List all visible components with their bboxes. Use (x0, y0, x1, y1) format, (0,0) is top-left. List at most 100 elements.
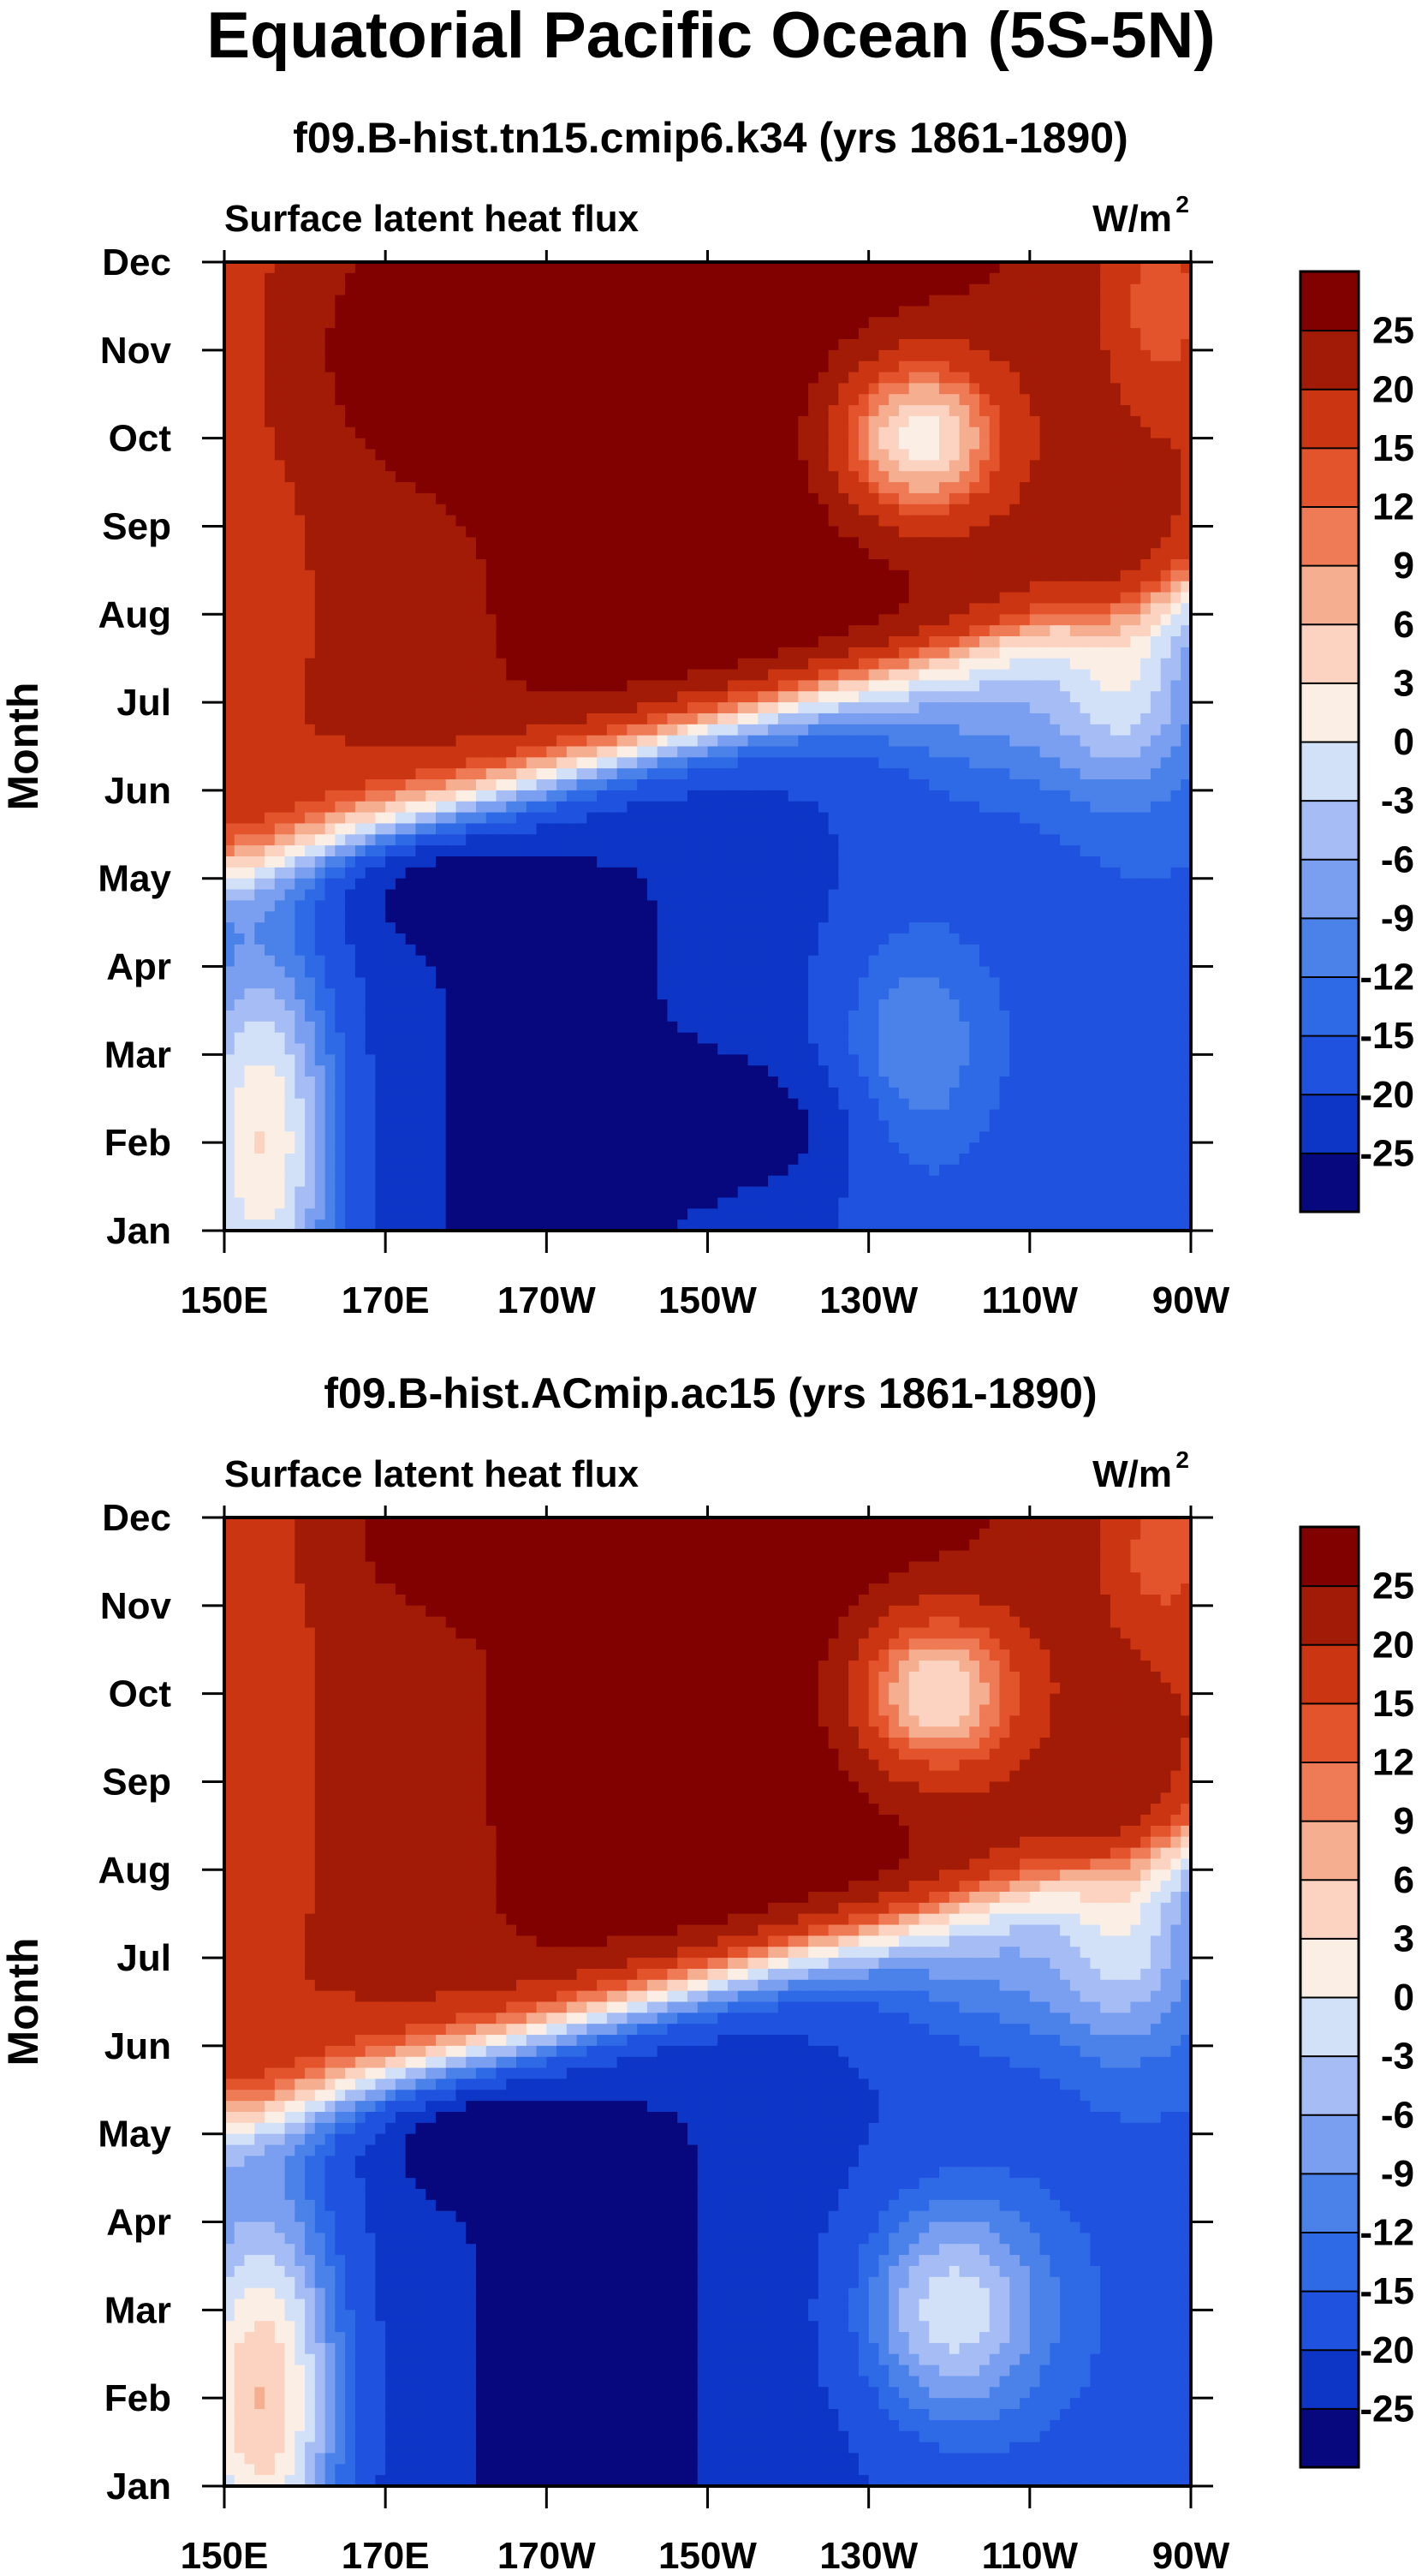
heatmap-cell (314, 658, 326, 671)
heatmap-cell (536, 526, 547, 538)
heatmap-cell (354, 625, 366, 637)
heatmap-cell (1140, 526, 1151, 538)
heatmap-cell (1120, 581, 1132, 593)
heatmap-cell (405, 415, 417, 428)
heatmap-cell (1170, 537, 1181, 549)
heatmap-cell (455, 691, 467, 703)
heatmap-cell (687, 746, 699, 758)
heatmap-cell (777, 812, 789, 825)
heatmap-cell (1080, 790, 1091, 802)
heatmap-cell (758, 569, 769, 582)
heatmap-cell (929, 713, 940, 725)
heatmap-cell (274, 515, 286, 528)
heatmap-cell (305, 272, 316, 285)
heatmap-cell (1080, 317, 1091, 329)
heatmap-cell (597, 757, 608, 769)
heatmap-cell (979, 658, 991, 671)
heatmap-cell (798, 526, 809, 538)
heatmap-cell (435, 658, 447, 671)
heatmap-cell (274, 746, 286, 758)
heatmap-cell (808, 768, 819, 780)
heatmap-cell (606, 262, 618, 274)
heatmap-cell (818, 482, 830, 494)
heatmap-cell (868, 691, 880, 703)
heatmap-cell (889, 338, 900, 351)
heatmap-cell (758, 746, 769, 758)
heatmap-cell (838, 790, 849, 802)
heatmap-cell (506, 581, 517, 593)
heatmap-cell (657, 283, 669, 296)
heatmap-cell (375, 647, 386, 659)
heatmap-cell (516, 801, 527, 814)
heatmap-cell (667, 338, 678, 351)
heatmap-cell (798, 735, 809, 748)
heatmap-cell (989, 504, 1001, 516)
heatmap-cell (898, 492, 910, 505)
heatmap-cell (1181, 823, 1191, 835)
heatmap-cell (848, 548, 860, 560)
heatmap-cell (798, 635, 809, 648)
heatmap-cell (375, 515, 386, 528)
heatmap-cell (1039, 504, 1050, 516)
heatmap-cell (1020, 647, 1031, 659)
heatmap-cell (1160, 691, 1172, 703)
heatmap-cell (415, 779, 426, 791)
heatmap-cell (1009, 272, 1020, 285)
heatmap-cell (265, 372, 276, 384)
heatmap-cell (758, 328, 769, 340)
heatmap-cell (1110, 272, 1122, 285)
heatmap-cell (1039, 361, 1050, 373)
heatmap-cell (677, 614, 688, 626)
heatmap-cell (858, 262, 870, 274)
heatmap-cell (667, 372, 678, 384)
heatmap-cell (949, 482, 961, 494)
heatmap-cell (1029, 812, 1041, 825)
heatmap-cell (526, 372, 538, 384)
heatmap-cell (1069, 548, 1081, 560)
heatmap-cell (1020, 691, 1031, 703)
heatmap-cell (667, 779, 678, 791)
heatmap-cell (385, 569, 396, 582)
heatmap-cell (1100, 779, 1111, 791)
heatmap-cell (425, 537, 437, 549)
heatmap-cell (586, 603, 598, 615)
heatmap-cell (938, 537, 950, 549)
heatmap-cell (1170, 559, 1181, 571)
heatmap-cell (848, 526, 860, 538)
heatmap-cell (949, 383, 961, 395)
heatmap-cell (496, 635, 507, 648)
heatmap-cell (677, 603, 688, 615)
heatmap-cell (687, 295, 699, 307)
heatmap-cell (848, 691, 860, 703)
heatmap-cell (335, 283, 346, 296)
heatmap-cell (295, 262, 306, 274)
heatmap-cell (919, 537, 930, 549)
heatmap-cell (405, 702, 417, 714)
heatmap-cell (848, 504, 860, 516)
heatmap-cell (1170, 295, 1181, 307)
heatmap-cell (707, 537, 718, 549)
heatmap-cell (335, 823, 346, 835)
heatmap-cell (898, 779, 910, 791)
heatmap-cell (677, 449, 688, 461)
heatmap-cell (848, 559, 860, 571)
heatmap-cell (1080, 635, 1091, 648)
heatmap-cell (858, 415, 870, 428)
heatmap-cell (929, 812, 940, 825)
heatmap-cell (637, 460, 648, 472)
heatmap-cell (224, 449, 235, 461)
heatmap-cell (324, 823, 336, 835)
heatmap-cell (314, 790, 326, 802)
heatmap-cell (536, 372, 547, 384)
heatmap-cell (345, 482, 356, 494)
heatmap-cell (808, 504, 819, 516)
heatmap-cell (496, 625, 507, 637)
heatmap-cell (657, 559, 669, 571)
heatmap-cell (224, 757, 235, 769)
heatmap-cell (244, 812, 255, 825)
heatmap-cell (597, 492, 608, 505)
heatmap-cell (1181, 548, 1191, 560)
heatmap-cell (536, 724, 547, 736)
heatmap-cell (1039, 581, 1050, 593)
heatmap-cell (788, 394, 799, 406)
